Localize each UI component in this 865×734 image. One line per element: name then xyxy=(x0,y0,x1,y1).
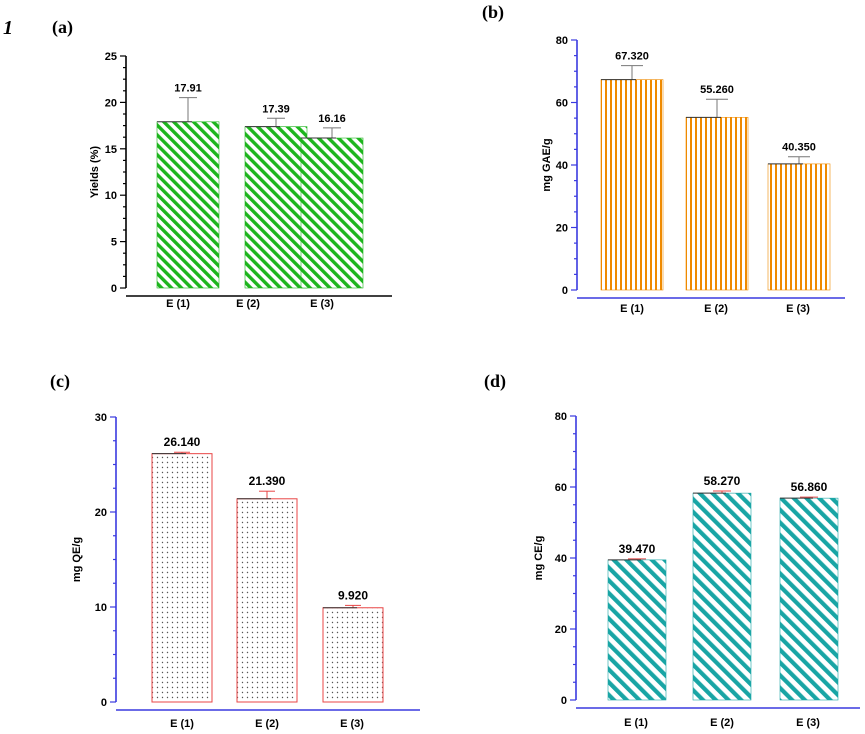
y-tick-label: 20 xyxy=(556,223,568,235)
y-tick-label: 0 xyxy=(111,283,117,295)
data-label-1: 67.320 xyxy=(615,51,649,63)
y-tick-label: 60 xyxy=(555,482,567,494)
chart-panel-c: 0 10 20 30 mg QE/g 26.140 E (1) 21.390 E (2) 9.92… xyxy=(71,412,420,730)
y-tick-label: 0 xyxy=(562,285,568,297)
data-label-2: 17.39 xyxy=(262,103,290,115)
y-tick-label: 5 xyxy=(111,237,117,249)
y-tick-label: 30 xyxy=(95,412,107,424)
data-label-2: 58.270 xyxy=(704,474,741,488)
data-label-1: 39.470 xyxy=(619,542,656,556)
panel-label-c: (c) xyxy=(50,371,70,392)
x-tick-label-3: E (3) xyxy=(796,717,820,729)
bar-3 xyxy=(322,607,384,703)
y-tick-label: 20 xyxy=(555,624,567,636)
x-tick-label-1: E (1) xyxy=(620,303,644,315)
x-tick-label-2: E (2) xyxy=(704,303,728,315)
bar-3 xyxy=(300,137,364,289)
data-label-3: 9.920 xyxy=(338,588,368,602)
data-label-3: 40.350 xyxy=(782,142,816,154)
x-tick-label-3: E (3) xyxy=(310,298,334,310)
y-tick-label: 40 xyxy=(556,160,568,172)
y-tick-label: 15 xyxy=(105,144,117,156)
x-tick-label-1: E (1) xyxy=(170,718,194,730)
panel-label-d: (d) xyxy=(484,371,506,392)
bar-3 xyxy=(779,497,839,701)
bar-2 xyxy=(692,492,752,701)
x-tick-label-1: E (1) xyxy=(624,717,648,729)
y-tick-label: 20 xyxy=(95,507,107,519)
bar-2 xyxy=(685,117,749,291)
y-tick-label: 0 xyxy=(101,697,107,709)
x-tick-label-2: E (2) xyxy=(236,298,260,310)
x-tick-label-2: E (2) xyxy=(255,718,279,730)
bar-1 xyxy=(607,559,667,701)
y-tick-label: 10 xyxy=(95,602,107,614)
panel-label-a: (a) xyxy=(52,17,73,38)
data-label-1: 17.91 xyxy=(174,83,202,95)
bar-1 xyxy=(600,79,664,291)
y-tick-label: 80 xyxy=(555,411,567,423)
data-label-2: 21.390 xyxy=(249,474,286,488)
y-tick-label: 0 xyxy=(561,695,567,707)
chart-panel-a: 0 5 10 15 20 25 Yields (%) 17.91 E (1) 17.39 E (2)… xyxy=(89,51,392,310)
y-tick-label: 80 xyxy=(556,35,568,47)
data-label-2: 55.260 xyxy=(700,84,734,96)
y-tick-label: 20 xyxy=(105,97,117,109)
y-tick-label: 60 xyxy=(556,98,568,110)
chart-panel-d: 0 20 40 60 80 mg CE/g 39.470 E (1) 58.270 E (2) 56… xyxy=(533,411,860,729)
y-tick-label: 25 xyxy=(105,51,117,63)
x-tick-label-2: E (2) xyxy=(710,717,734,729)
bar-1 xyxy=(151,453,213,703)
y-axis-title: mg CE/g xyxy=(533,536,545,581)
y-tick-label: 10 xyxy=(105,190,117,202)
x-tick-label-3: E (3) xyxy=(786,303,810,315)
figure-number: 1 xyxy=(3,17,13,39)
chart-panel-b: 0 20 40 60 80 mg GAE/g 67.320 E (1) 55.260 E (2) 4… xyxy=(541,35,845,315)
data-label-3: 16.16 xyxy=(318,113,346,125)
bar-3 xyxy=(767,163,831,291)
x-tick-label-1: E (1) xyxy=(166,298,190,310)
bar-2 xyxy=(236,498,298,703)
bar-2 xyxy=(244,126,308,289)
bar-1 xyxy=(156,121,220,289)
panel-label-b: (b) xyxy=(482,2,504,23)
y-tick-label: 40 xyxy=(555,553,567,565)
y-axis-title: Yields (%) xyxy=(89,146,101,198)
y-axis-title: mg GAE/g xyxy=(541,138,553,191)
x-tick-label-3: E (3) xyxy=(340,718,364,730)
y-axis-title: mg QE/g xyxy=(71,537,83,582)
data-label-1: 26.140 xyxy=(164,435,201,449)
data-label-3: 56.860 xyxy=(791,480,828,494)
